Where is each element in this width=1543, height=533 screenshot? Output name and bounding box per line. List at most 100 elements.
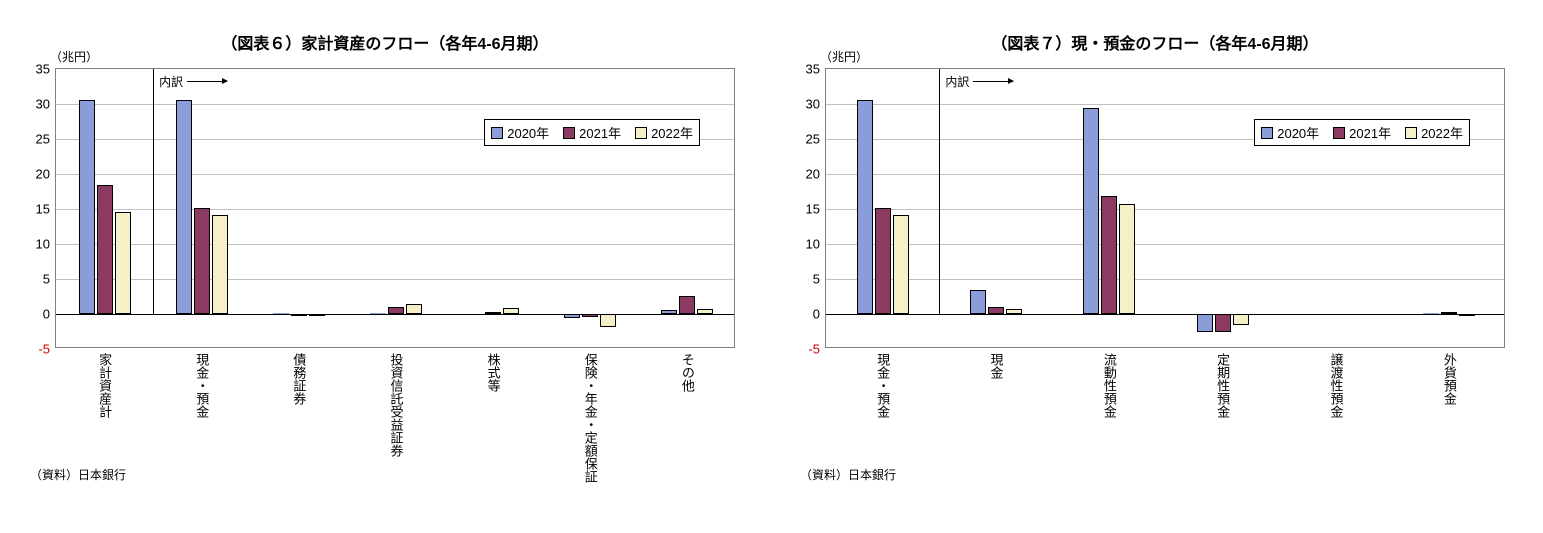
gridline — [826, 209, 1504, 210]
y-tick-label: 0 — [43, 307, 50, 322]
x-axis-label: 現金・預金 — [192, 353, 211, 418]
breakdown-text: 内訳 — [159, 73, 183, 90]
gridline — [56, 209, 734, 210]
legend-item: 2020年 — [491, 123, 549, 142]
bar — [1197, 314, 1213, 332]
x-axis-label: 投資信託受益証券 — [387, 353, 406, 457]
x-axis-label: 現金・預金 — [873, 353, 892, 418]
legend: 2020年 2021年 2022年 — [484, 119, 700, 146]
bar — [661, 310, 677, 314]
legend-item: 2020年 — [1261, 123, 1319, 142]
bar — [697, 309, 713, 314]
separator-line — [939, 69, 940, 314]
y-tick-label: -5 — [808, 342, 820, 357]
y-tick-label: 10 — [806, 237, 820, 252]
chart-6-panel: （図表６）家計資産のフロー（各年4-6月期） （兆円） -50510152025… — [0, 0, 770, 533]
x-axis-label: その他 — [678, 353, 697, 392]
chart-7-panel: （図表７）現・預金のフロー（各年4-6月期） （兆円） -50510152025… — [770, 0, 1540, 533]
bar — [309, 314, 325, 316]
gridline — [826, 104, 1504, 105]
separator-line — [153, 69, 154, 314]
chart-7-source: （資料）日本銀行 — [800, 466, 896, 483]
legend-item: 2022年 — [635, 123, 693, 142]
bar — [857, 100, 873, 314]
bar — [582, 314, 598, 317]
legend-label: 2020年 — [1277, 123, 1319, 142]
breakdown-label: 内訳 — [945, 73, 1013, 90]
legend-label: 2022年 — [1421, 123, 1463, 142]
y-tick-label: -5 — [38, 342, 50, 357]
zero-line — [56, 314, 734, 315]
legend-swatch — [563, 127, 575, 139]
bar — [1006, 309, 1022, 314]
gridline — [56, 174, 734, 175]
arrow-icon — [973, 81, 1013, 82]
legend-label: 2021年 — [579, 123, 621, 142]
bar — [1441, 312, 1457, 314]
legend-swatch — [1333, 127, 1345, 139]
gridline — [56, 244, 734, 245]
chart-6-source: （資料）日本銀行 — [30, 466, 126, 483]
gridline — [826, 244, 1504, 245]
bar — [115, 212, 131, 314]
bar — [875, 208, 891, 314]
legend-swatch — [491, 127, 503, 139]
bar — [1101, 196, 1117, 314]
y-tick-label: 30 — [806, 97, 820, 112]
bar — [291, 314, 307, 316]
chart-7-plot: -505101520253035現金・預金現金流動性預金定期性預金譲渡性預金外貨… — [825, 68, 1505, 348]
x-axis-label: 家計資産計 — [95, 353, 114, 418]
y-tick-label: 5 — [813, 272, 820, 287]
y-tick-label: 25 — [36, 132, 50, 147]
bar — [273, 313, 289, 314]
y-tick-label: 20 — [36, 167, 50, 182]
bar — [1215, 314, 1231, 332]
bar — [1459, 314, 1475, 316]
bar — [564, 314, 580, 318]
chart-7-title: （図表７）現・預金のフロー（各年4-6月期） — [991, 30, 1318, 54]
gridline — [56, 104, 734, 105]
gridline — [826, 174, 1504, 175]
legend-label: 2022年 — [651, 123, 693, 142]
x-axis-label: 譲渡性預金 — [1327, 353, 1346, 418]
legend-swatch — [1405, 127, 1417, 139]
y-tick-label: 10 — [36, 237, 50, 252]
chart-6-y-unit: （兆円） — [50, 48, 98, 65]
y-tick-label: 30 — [36, 97, 50, 112]
legend-item: 2021年 — [1333, 123, 1391, 142]
y-tick-label: 35 — [36, 62, 50, 77]
chart-6-title: （図表６）家計資産のフロー（各年4-6月期） — [221, 30, 548, 54]
legend-label: 2021年 — [1349, 123, 1391, 142]
bar — [679, 296, 695, 314]
x-axis-label: 現金 — [987, 353, 1006, 379]
bar — [600, 314, 616, 327]
x-axis-label: 保険・年金・定額保証 — [581, 353, 600, 483]
bar — [194, 208, 210, 314]
bar — [406, 304, 422, 314]
x-axis-label: 定期性預金 — [1213, 353, 1232, 418]
breakdown-text: 内訳 — [945, 73, 969, 90]
chart-7-y-unit: （兆円） — [820, 48, 868, 65]
y-tick-label: 35 — [806, 62, 820, 77]
y-tick-label: 5 — [43, 272, 50, 287]
arrow-icon — [187, 81, 227, 82]
bar — [176, 100, 192, 314]
bar — [79, 100, 95, 314]
x-axis-label: 債務証券 — [289, 353, 308, 405]
gridline — [826, 279, 1504, 280]
bar — [1119, 204, 1135, 314]
bar — [388, 307, 404, 314]
bar — [1423, 313, 1439, 314]
legend-swatch — [1261, 127, 1273, 139]
legend-swatch — [635, 127, 647, 139]
bar — [212, 215, 228, 314]
bar — [97, 185, 113, 315]
y-tick-label: 20 — [806, 167, 820, 182]
bar — [1083, 108, 1099, 315]
bar — [503, 308, 519, 314]
bar — [988, 307, 1004, 314]
x-axis-label: 流動性預金 — [1100, 353, 1119, 418]
x-axis-label: 外貨預金 — [1440, 353, 1459, 405]
chart-6-plot: -505101520253035家計資産計現金・預金債務証券投資信託受益証券株式… — [55, 68, 735, 348]
legend-item: 2021年 — [563, 123, 621, 142]
